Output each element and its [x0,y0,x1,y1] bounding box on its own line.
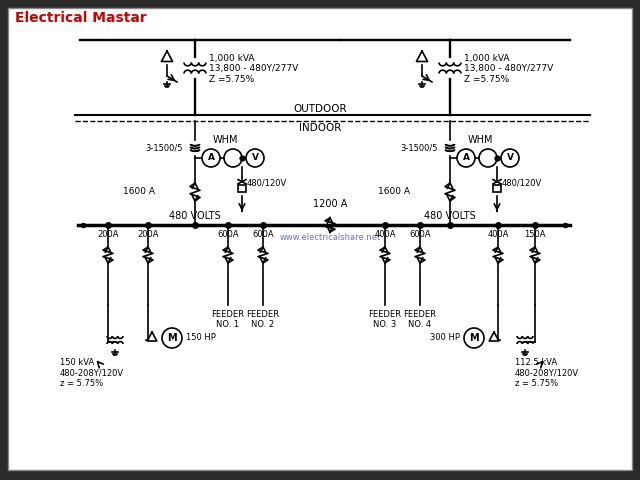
Text: M: M [469,333,479,343]
Text: 200A: 200A [97,230,119,239]
Circle shape [464,328,484,348]
Text: Electrical Mastar: Electrical Mastar [15,11,147,25]
Text: 1600 A: 1600 A [123,188,155,196]
Text: 150 kVA
480-208Y/120V
z = 5.75%: 150 kVA 480-208Y/120V z = 5.75% [60,358,124,388]
Text: OUTDOOR: OUTDOOR [293,104,347,114]
Text: V: V [506,154,513,163]
Text: 480 VOLTS: 480 VOLTS [424,211,476,221]
Circle shape [479,149,497,167]
Circle shape [162,328,182,348]
Text: 200A: 200A [137,230,159,239]
Text: INDOOR: INDOOR [299,123,341,133]
Text: FEEDER
NO. 3: FEEDER NO. 3 [369,310,401,329]
Text: FEEDER
NO. 1: FEEDER NO. 1 [211,310,244,329]
Circle shape [501,149,519,167]
Text: 600A: 600A [217,230,239,239]
Circle shape [457,149,475,167]
Bar [238,184,246,192]
Text: V: V [252,154,259,163]
Text: WHM: WHM [467,135,493,145]
Circle shape [224,149,242,167]
Text: www.electricalshare.net: www.electricalshare.net [280,233,381,242]
Circle shape [246,149,264,167]
Text: 480 VOLTS: 480 VOLTS [169,211,221,221]
Text: 600A: 600A [252,230,274,239]
Bar [445,142,455,155]
Circle shape [202,149,220,167]
Text: A: A [207,154,214,163]
Text: 112.5 kVA
480-208Y/120V
z = 5.75%: 112.5 kVA 480-208Y/120V z = 5.75% [515,358,579,388]
Text: A: A [463,154,470,163]
Text: 480/120V: 480/120V [247,179,287,188]
Text: 400A: 400A [374,230,396,239]
Text: FEEDER
NO. 2: FEEDER NO. 2 [246,310,280,329]
Text: 150 HP: 150 HP [186,334,216,343]
Bar [190,142,200,155]
Text: 600A: 600A [409,230,431,239]
Bar [493,184,501,192]
Text: M: M [167,333,177,343]
Text: WHM: WHM [212,135,237,145]
Text: 400A: 400A [487,230,509,239]
Text: 1,000 kVA
13,800 - 480Y/277V
Z =5.75%: 1,000 kVA 13,800 - 480Y/277V Z =5.75% [464,54,553,84]
Text: 1600 A: 1600 A [378,188,410,196]
Text: 3-1500/5: 3-1500/5 [401,144,438,153]
Text: 480/120V: 480/120V [502,179,542,188]
Text: 300 HP: 300 HP [430,334,460,343]
Text: FEEDER
NO. 4: FEEDER NO. 4 [403,310,436,329]
Text: 150A: 150A [524,230,546,239]
Text: 3-1500/5: 3-1500/5 [145,144,183,153]
Text: 1200 A: 1200 A [313,199,347,209]
Text: 1,000 kVA
13,800 - 480Y/277V
Z =5.75%: 1,000 kVA 13,800 - 480Y/277V Z =5.75% [209,54,298,84]
